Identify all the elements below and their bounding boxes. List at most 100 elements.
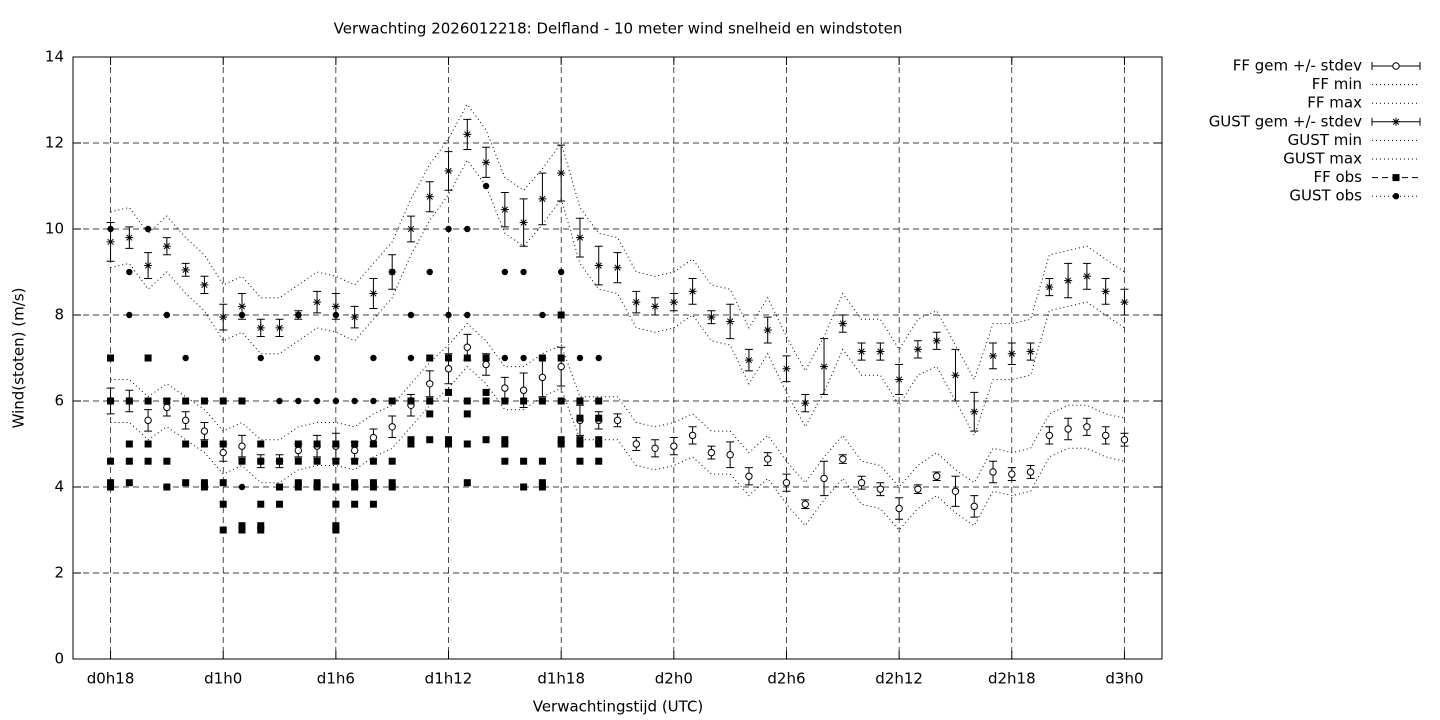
- point: [388, 268, 396, 276]
- point: [332, 483, 340, 491]
- point: [407, 436, 415, 444]
- point: [313, 298, 322, 307]
- point: [445, 388, 453, 396]
- point: [539, 397, 546, 405]
- point: [707, 313, 716, 322]
- point: [257, 500, 265, 508]
- point: [538, 483, 546, 491]
- point: [839, 455, 847, 463]
- point: [426, 380, 434, 388]
- point: [1082, 272, 1091, 281]
- point: [932, 336, 941, 345]
- point: [332, 311, 340, 319]
- point: [557, 440, 565, 448]
- point: [238, 311, 246, 319]
- point: [163, 457, 171, 465]
- point: [350, 313, 359, 322]
- y-tick-label: 4: [54, 478, 64, 496]
- y-tick-label: 12: [45, 134, 64, 152]
- plot: [106, 103, 1129, 534]
- point: [238, 457, 246, 465]
- y-axis-label: Wind(stoten) (m/s): [10, 288, 28, 429]
- point: [219, 448, 227, 457]
- y-tick-label: 2: [54, 564, 64, 582]
- point: [857, 479, 866, 487]
- x-tick-label: d1h6: [317, 670, 355, 688]
- point: [257, 457, 265, 465]
- point: [275, 323, 284, 332]
- point: [294, 479, 302, 487]
- x-tick-label: d1h12: [425, 670, 473, 688]
- point: [107, 225, 114, 233]
- point: [238, 526, 246, 534]
- point: [989, 351, 998, 360]
- point: [557, 169, 566, 178]
- point: [482, 354, 490, 362]
- point: [107, 483, 115, 491]
- point: [107, 479, 115, 487]
- point: [520, 483, 528, 491]
- point: [463, 479, 471, 487]
- point: [370, 397, 377, 405]
- point: [519, 218, 528, 227]
- point: [688, 431, 697, 440]
- legend-label: GUST gem +/- stdev: [1209, 112, 1362, 130]
- point: [951, 371, 960, 380]
- point: [426, 268, 433, 276]
- point: [1120, 436, 1129, 444]
- point: [125, 440, 133, 448]
- point: [276, 500, 284, 508]
- point: [294, 457, 302, 465]
- point: [482, 397, 490, 405]
- legend-marker: [1392, 174, 1400, 182]
- point: [501, 436, 509, 444]
- point: [407, 354, 415, 362]
- point: [257, 354, 264, 362]
- point: [332, 522, 340, 530]
- point: [125, 457, 133, 465]
- point: [501, 384, 509, 392]
- point: [126, 397, 133, 405]
- point: [425, 192, 434, 201]
- point: [182, 440, 190, 448]
- point: [538, 479, 546, 487]
- point: [463, 343, 471, 351]
- point: [331, 302, 340, 311]
- point: [857, 347, 866, 356]
- point: [163, 483, 171, 491]
- point: [576, 457, 584, 465]
- point: [201, 397, 208, 405]
- point: [369, 500, 377, 508]
- point: [182, 479, 190, 487]
- point: [482, 182, 490, 190]
- point: [332, 500, 340, 508]
- point: [520, 268, 527, 276]
- point: [501, 457, 509, 465]
- point: [144, 261, 153, 270]
- point: [351, 440, 359, 448]
- point: [276, 457, 284, 465]
- point: [613, 416, 622, 425]
- legend-label: FF obs: [1313, 168, 1362, 186]
- point: [256, 323, 265, 332]
- point: [257, 526, 265, 534]
- point: [595, 457, 603, 465]
- x-tick-label: d1h0: [204, 670, 242, 688]
- point: [520, 457, 528, 465]
- point: [407, 311, 415, 319]
- point: [126, 311, 133, 319]
- point: [482, 436, 490, 444]
- point: [501, 268, 509, 276]
- point: [632, 440, 640, 448]
- point: [1120, 298, 1129, 307]
- point: [501, 397, 509, 405]
- point: [220, 397, 227, 405]
- point: [1026, 347, 1035, 356]
- point: [107, 457, 115, 465]
- point: [744, 356, 753, 365]
- point: [388, 397, 396, 405]
- point: [557, 354, 565, 362]
- point: [257, 440, 265, 448]
- point: [444, 365, 453, 373]
